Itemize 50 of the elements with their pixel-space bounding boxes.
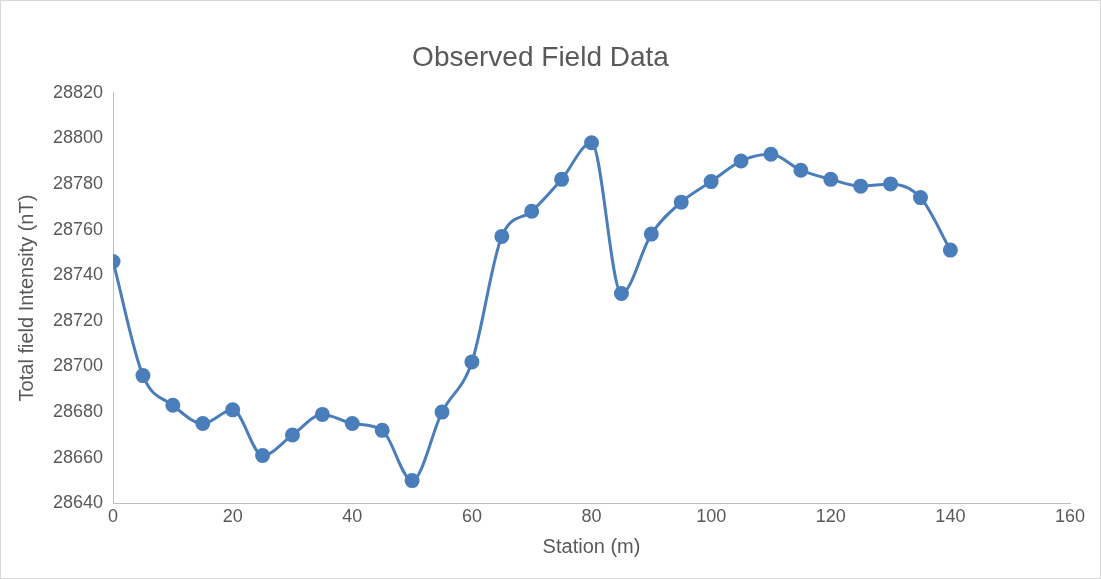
point — [255, 447, 271, 463]
point — [195, 416, 211, 432]
x-tick-label: 160 — [1054, 506, 1086, 527]
x-tick-label: 120 — [815, 506, 846, 527]
point — [524, 203, 540, 219]
y-tick-label: 28820 — [52, 81, 104, 102]
point — [673, 194, 689, 210]
point — [613, 285, 629, 301]
y-axis-title: Total field Intensity (nT) — [14, 194, 37, 402]
point — [733, 153, 749, 169]
x-tick-label: 80 — [581, 506, 602, 527]
point — [404, 473, 420, 489]
point — [554, 171, 570, 187]
point — [314, 406, 330, 422]
point — [912, 190, 928, 206]
x-tick-label: 100 — [696, 506, 727, 527]
point — [165, 397, 181, 413]
y-tick-label: 28720 — [52, 309, 104, 330]
point — [225, 402, 241, 418]
point — [464, 354, 480, 370]
y-tick-label: 28660 — [52, 446, 104, 467]
point — [883, 176, 899, 192]
y-tick-label: 28760 — [52, 218, 104, 239]
point — [763, 146, 779, 162]
point — [135, 368, 151, 384]
point — [823, 171, 839, 187]
point — [584, 135, 600, 151]
point — [344, 416, 360, 432]
point — [374, 422, 390, 438]
point — [942, 242, 958, 258]
point — [703, 174, 719, 190]
chart-title: Observed Field Data — [412, 40, 670, 72]
y-tick-label: 28700 — [52, 355, 104, 376]
y-tick-label: 28740 — [52, 264, 104, 285]
y-tick-label: 28680 — [52, 401, 104, 422]
point — [284, 427, 300, 443]
y-tick-label: 28640 — [52, 492, 104, 513]
x-tick-label: 0 — [108, 506, 119, 527]
y-tick-label: 28800 — [52, 127, 104, 148]
y-tick-label: 28780 — [52, 172, 104, 193]
point — [434, 404, 450, 420]
point — [793, 162, 809, 178]
x-axis-title: Station (m) — [542, 534, 641, 557]
x-tick-label: 20 — [222, 506, 243, 527]
x-tick-label: 60 — [461, 506, 482, 527]
point — [643, 226, 659, 242]
point — [853, 178, 869, 194]
point — [494, 228, 510, 244]
x-tick-label: 140 — [935, 506, 966, 527]
x-tick-label: 40 — [342, 506, 363, 527]
